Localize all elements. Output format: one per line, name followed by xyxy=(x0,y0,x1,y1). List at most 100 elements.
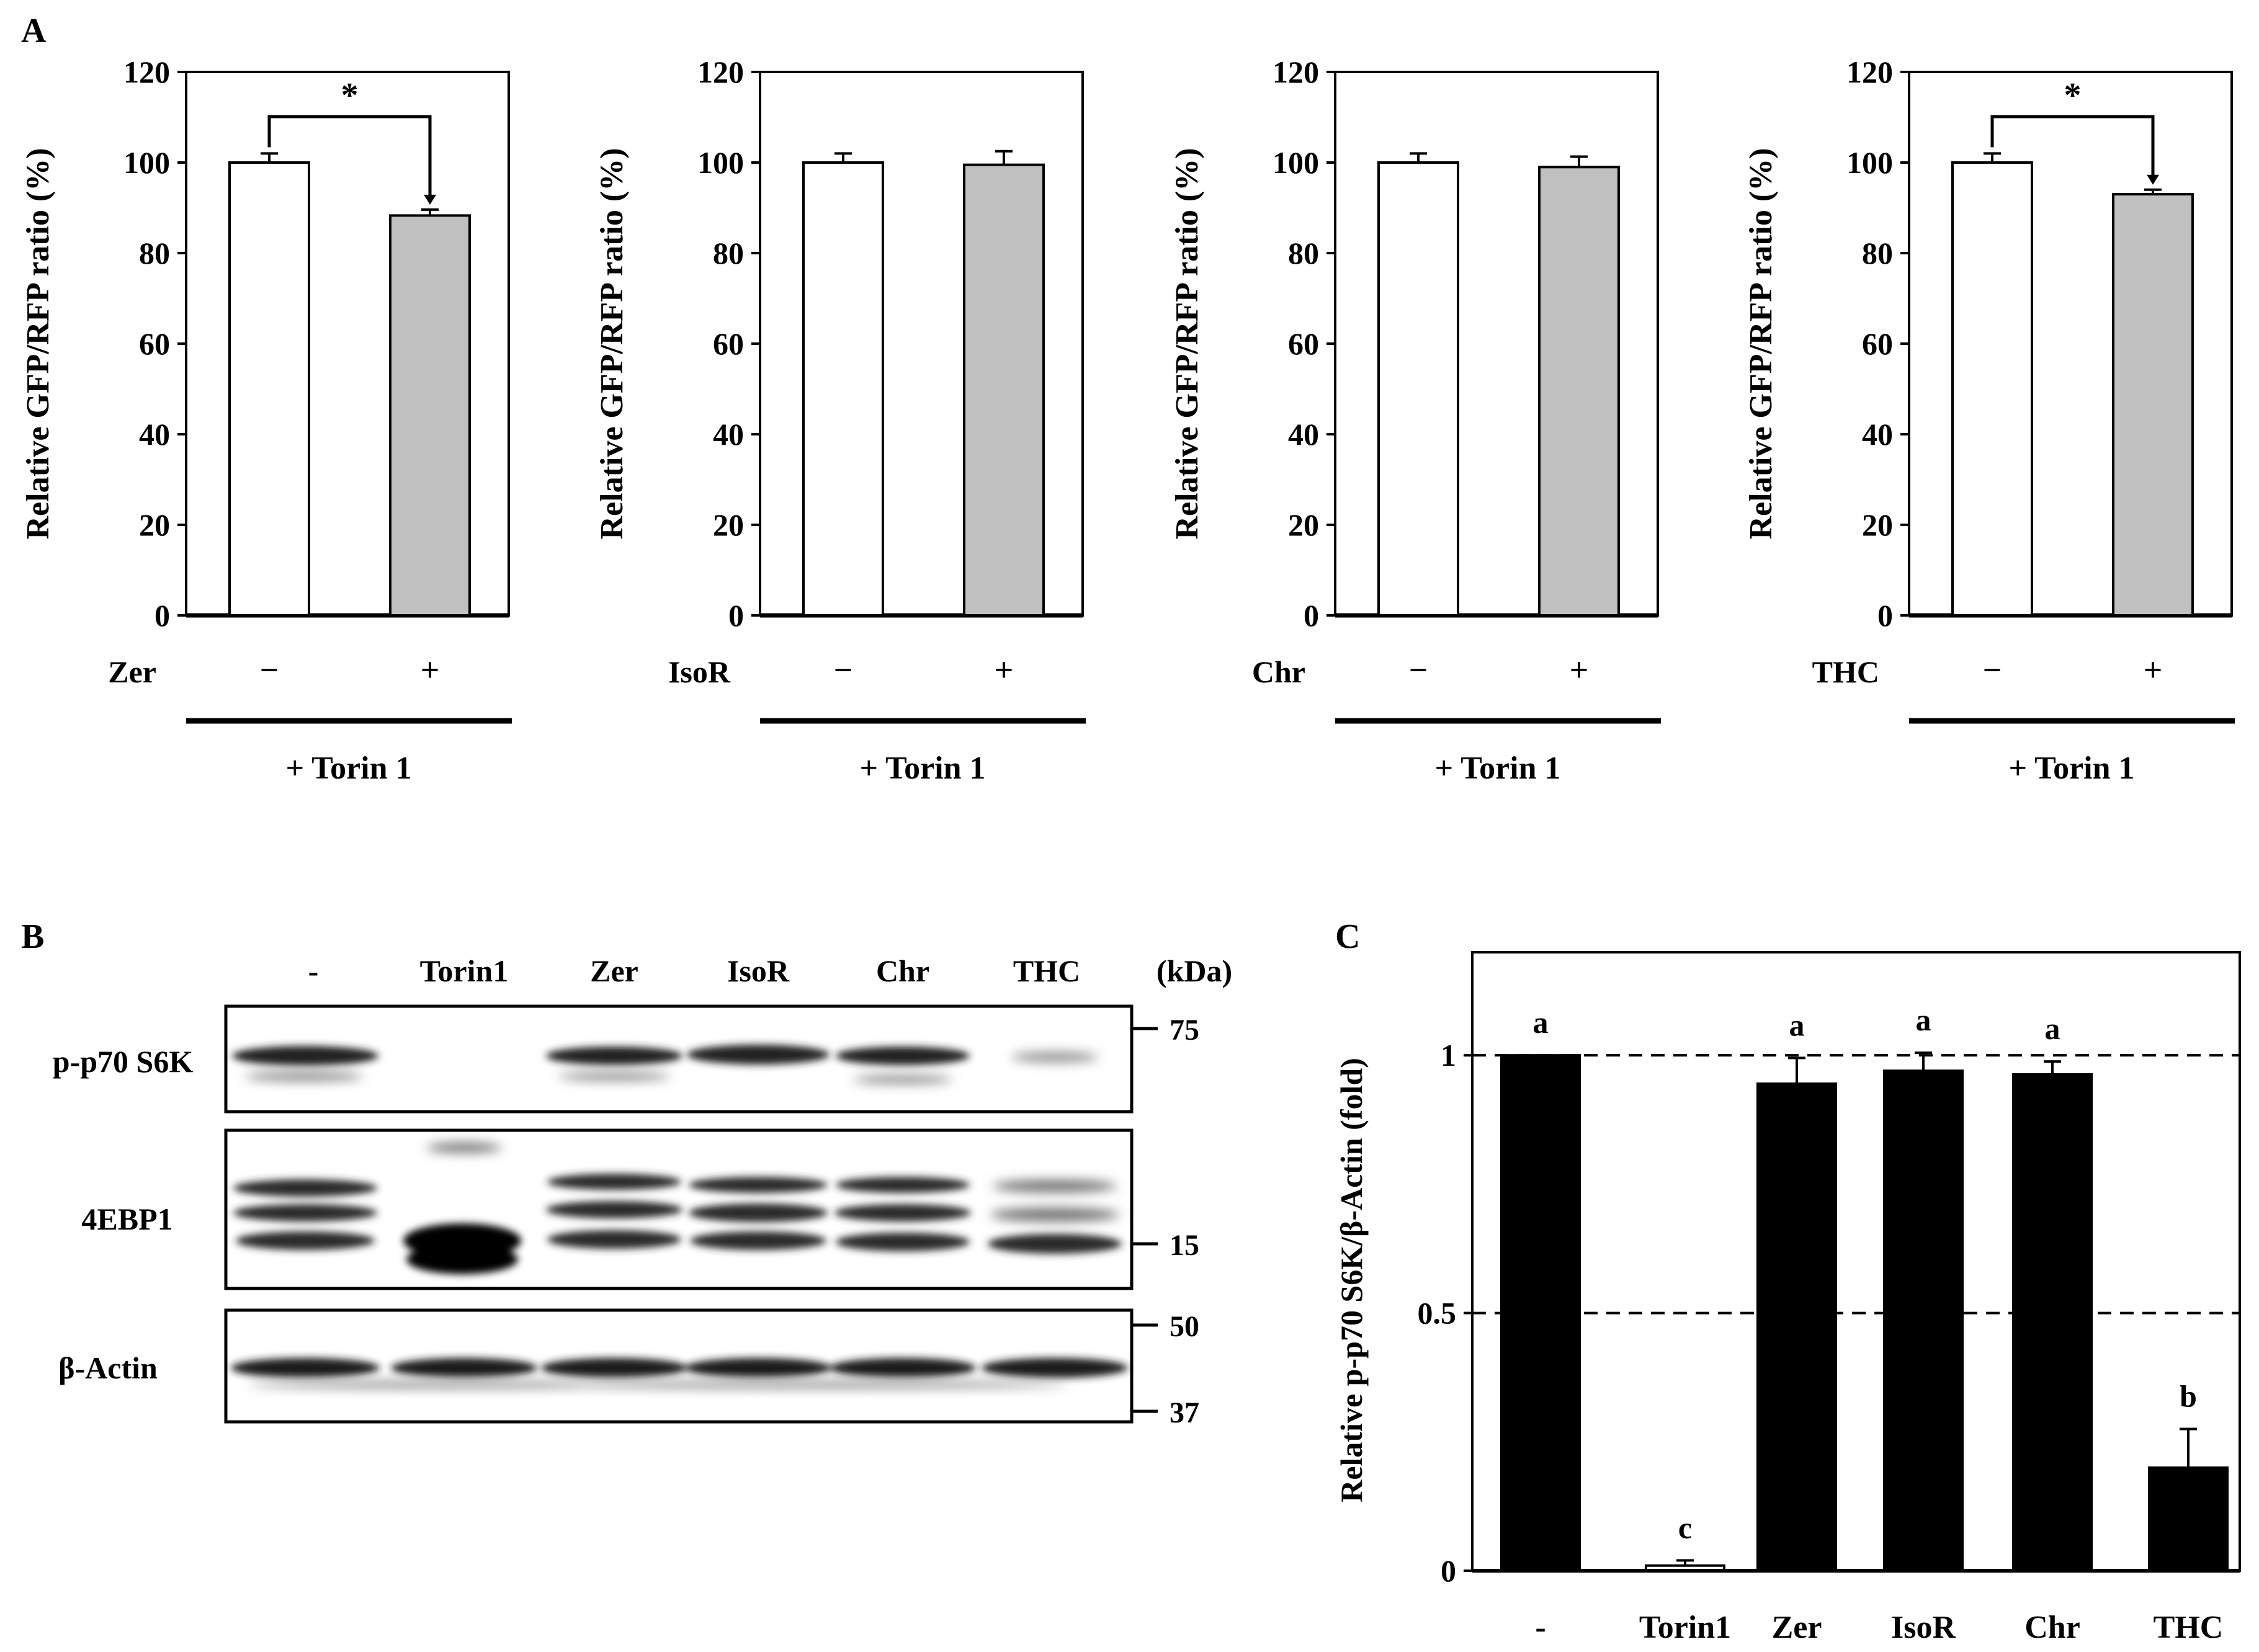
treatment-label: Zer xyxy=(108,654,156,689)
panel-c: 0 0.5 1 Relative p-p70 S6K/β-Actin (fold) a -… xyxy=(1334,951,2241,1645)
panel-letter-c: C xyxy=(1335,918,1360,956)
y-tick-label: 120 xyxy=(1846,55,1893,89)
blot-4ebp1 xyxy=(224,1128,1134,1290)
significance-arrowhead xyxy=(2147,174,2159,185)
y-tick-label: 20 xyxy=(1862,507,1893,542)
bar xyxy=(1951,161,2033,617)
p70-s6k-chart: 0 0.5 1 Relative p-p70 S6K/β-Actin (fold) a -… xyxy=(1334,951,2241,1645)
significance-arrowhead xyxy=(424,194,436,205)
minus-symbol: − xyxy=(1409,651,1428,689)
y-tick-label: 100 xyxy=(1846,145,1893,180)
plus-symbol: + xyxy=(2144,651,2163,689)
bar xyxy=(2112,193,2194,617)
marker-label: 37 xyxy=(1170,1396,1199,1429)
y-tick-label: 40 xyxy=(1862,417,1893,452)
y-tick-label: 0 xyxy=(1304,598,1319,633)
bar xyxy=(2012,1073,2093,1572)
plus-symbol: + xyxy=(995,651,1014,689)
y-tick-label: 120 xyxy=(123,55,170,89)
y-axis-label: Relative GFP/RFP ratio (%) xyxy=(1743,148,1779,539)
y-axis-label: Relative GFP/RFP ratio (%) xyxy=(1170,148,1205,539)
treatment-label: Chr xyxy=(1252,654,1305,689)
lane-label: THC xyxy=(1013,953,1080,988)
y-tick-label: 0 xyxy=(728,598,744,633)
x-tick-label: Zer xyxy=(1772,1610,1822,1645)
marker-label: 15 xyxy=(1170,1229,1199,1262)
y-tick-label: 40 xyxy=(139,417,170,452)
significance-letter: a xyxy=(2045,1011,2060,1046)
y-axis-label: Relative p-p70 S6K/β-Actin (fold) xyxy=(1334,1058,1369,1502)
y-tick-label: 0 xyxy=(1441,1553,1456,1588)
plot-frame xyxy=(1471,951,2241,1572)
significance-label: * xyxy=(2064,76,2082,115)
significance-letter: c xyxy=(1678,1510,1692,1545)
bar xyxy=(1377,161,1459,617)
y-tick-label: 0 xyxy=(1877,598,1893,633)
torin-label: + Torin 1 xyxy=(285,751,411,786)
gfp-rfp-chart: 0 20 40 60 80 100 120 Relative GFP/RFP ratio (%… xyxy=(1170,55,1661,786)
y-tick-label: 100 xyxy=(123,145,170,180)
panel-b-western-blot: - Torin1 Zer IsoR Chr THC (kDa) p-p70 S6… xyxy=(53,953,1232,1429)
bar xyxy=(389,214,471,617)
y-tick-label: 100 xyxy=(697,145,744,180)
x-tick-label: IsoR xyxy=(1891,1610,1956,1645)
y-tick-label: 80 xyxy=(1288,236,1319,270)
lane-label: Chr xyxy=(876,953,929,988)
significance-letter: b xyxy=(2180,1379,2197,1414)
bar xyxy=(1538,166,1620,617)
minus-symbol: − xyxy=(260,651,279,689)
y-tick-label: 20 xyxy=(139,507,170,542)
panel-letter-a: A xyxy=(21,12,47,50)
marker-label: 50 xyxy=(1170,1310,1199,1343)
significance-letter: a xyxy=(1533,1005,1549,1040)
torin-label: + Torin 1 xyxy=(2008,751,2134,786)
significance-label: * xyxy=(341,76,359,115)
y-tick-label: 60 xyxy=(1288,326,1319,361)
minus-symbol: − xyxy=(834,651,853,689)
torin-label: + Torin 1 xyxy=(859,751,985,786)
lane-label: - xyxy=(308,953,319,988)
gfp-rfp-chart: 0 20 40 60 80 100 120 Relative GFP/RFP ratio (%… xyxy=(594,55,1086,786)
y-tick-label: 0 xyxy=(154,598,170,633)
treatment-label: THC xyxy=(1812,654,1879,689)
plus-symbol: + xyxy=(421,651,440,689)
gfp-rfp-chart: 0 20 40 60 80 100 120 Relative GFP/RFP ratio (%… xyxy=(1743,55,2235,786)
bar xyxy=(1756,1082,1837,1573)
y-tick-label: 0.5 xyxy=(1418,1296,1457,1331)
x-tick-label: - xyxy=(1535,1610,1546,1645)
torin-label: + Torin 1 xyxy=(1434,751,1560,786)
y-tick-label: 40 xyxy=(1288,417,1319,452)
y-tick-label: 100 xyxy=(1273,145,1319,180)
x-tick-label: Torin1 xyxy=(1639,1610,1731,1645)
marker-label: 75 xyxy=(1170,1014,1199,1047)
y-tick-label: 60 xyxy=(713,326,744,361)
y-tick-label: 80 xyxy=(139,236,170,270)
y-tick-label: 60 xyxy=(1862,326,1893,361)
gfp-rfp-chart: 0 20 40 60 80 100 120 Relative GFP/RFP ratio (%… xyxy=(20,55,512,786)
blot-label: β-Actin xyxy=(58,1351,158,1385)
y-tick-label: 120 xyxy=(1273,55,1319,89)
plus-symbol: + xyxy=(1570,651,1589,689)
minus-symbol: − xyxy=(1983,651,2002,689)
y-tick-label: 80 xyxy=(1862,236,1893,270)
treatment-label: IsoR xyxy=(668,654,731,689)
y-axis-label: Relative GFP/RFP ratio (%) xyxy=(594,148,630,539)
panel-a: 0 20 40 60 80 100 120 Relative GFP/RFP ratio (%… xyxy=(20,55,2235,786)
significance-letter: a xyxy=(1789,1007,1805,1042)
y-tick-label: 60 xyxy=(139,326,170,361)
y-tick-label: 20 xyxy=(713,507,744,542)
y-tick-label: 40 xyxy=(713,417,744,452)
panel-letter-b: B xyxy=(21,918,44,956)
bar xyxy=(963,163,1045,617)
y-tick-label: 1 xyxy=(1441,1038,1456,1073)
blot-p-p70-s6k xyxy=(224,1004,1134,1114)
bar xyxy=(2148,1466,2229,1572)
kda-label: (kDa) xyxy=(1156,953,1232,988)
bar xyxy=(228,161,310,617)
blot-label: 4EBP1 xyxy=(81,1202,172,1236)
bar xyxy=(802,161,884,617)
blot-beta-actin xyxy=(224,1308,1134,1424)
lane-label: Zer xyxy=(590,953,638,988)
significance-bracket xyxy=(1990,115,2155,179)
